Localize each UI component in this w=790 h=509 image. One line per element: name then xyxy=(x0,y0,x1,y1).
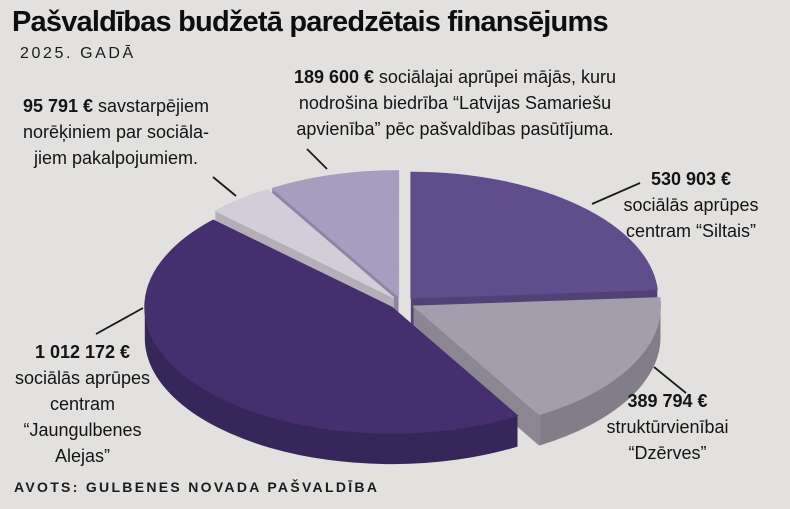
leader-line xyxy=(212,176,237,197)
label-norekini: 95 791 € savstarpējiem norēķiniem par soc… xyxy=(22,96,210,168)
label-jaungulbenes-amount: 1 012 172 € xyxy=(34,342,131,362)
label-dzerves-amount: 389 794 € xyxy=(627,391,708,411)
label-samariesi: 189 600 € sociālajai aprūpei mājās, kuru … xyxy=(293,67,617,139)
pie-slice-4[interactable] xyxy=(271,170,400,298)
pie-slice-3[interactable] xyxy=(214,189,395,299)
label-siltais-amount: 530 903 € xyxy=(650,169,732,189)
label-samariesi-amount: 189 600 € xyxy=(293,67,375,87)
pie-slice-0[interactable] xyxy=(410,171,658,299)
pie-slice-2-rim xyxy=(144,307,518,465)
label-dzerves: 389 794 € struktūrvienībai “Dzērves” xyxy=(606,391,729,463)
pie-slice-1-rim xyxy=(539,306,661,446)
chart-header: Pašvaldības budžetā paredzētais finansēj… xyxy=(12,6,609,63)
label-siltais: 530 903 € sociālās aprūpes centram “Silt… xyxy=(623,169,759,241)
chart-subtitle: 2025. GADĀ xyxy=(20,45,136,62)
leader-line xyxy=(306,148,328,170)
label-jaungulbenes: 1 012 172 € sociālās aprūpes centram “Ja… xyxy=(14,342,151,466)
label-norekini-amount: 95 791 € xyxy=(23,96,94,116)
pie-slice-2[interactable] xyxy=(144,219,519,434)
source-credit: AVOTS: GULBENES NOVADA PAŠVALDĪBA xyxy=(14,479,380,495)
pie-slice-1[interactable] xyxy=(412,297,661,416)
leader-line xyxy=(95,307,144,335)
leader-line xyxy=(653,366,687,394)
page-title: Pašvaldības budžetā paredzētais finansēj… xyxy=(12,6,609,38)
leader-line xyxy=(591,182,641,205)
